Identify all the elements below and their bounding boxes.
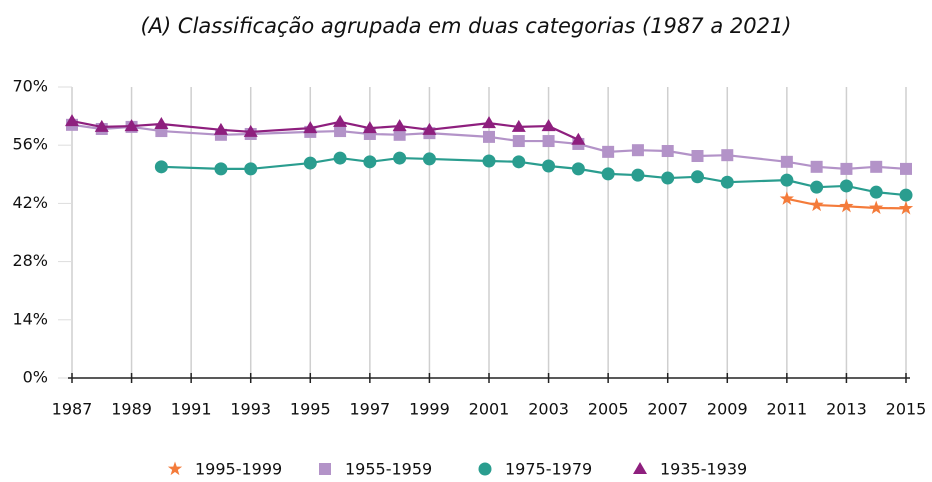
data-point xyxy=(303,156,317,170)
data-point xyxy=(482,154,496,168)
data-point xyxy=(512,135,525,148)
series-line xyxy=(161,156,907,197)
data-point xyxy=(900,162,912,175)
data-point xyxy=(779,191,794,205)
data-point xyxy=(393,151,407,165)
y-tick-label: 42% xyxy=(12,193,48,212)
data-point xyxy=(483,130,495,143)
data-point xyxy=(810,160,823,173)
data-point xyxy=(422,122,437,135)
legend-label: 1975-1979 xyxy=(505,460,592,479)
x-tick-label: 2003 xyxy=(528,400,569,419)
data-point xyxy=(422,152,436,166)
data-point xyxy=(214,162,228,176)
x-tick-label: 1989 xyxy=(111,400,152,419)
data-point xyxy=(124,119,139,132)
data-point xyxy=(839,179,853,193)
legend-marker xyxy=(319,463,331,475)
data-point xyxy=(721,149,734,162)
data-point xyxy=(780,173,794,187)
legend-item: 1955-1959 xyxy=(319,460,432,479)
x-tick-label: 2015 xyxy=(886,400,927,419)
data-point xyxy=(65,114,79,127)
x-tick-label: 1995 xyxy=(290,400,331,419)
data-point xyxy=(392,119,407,132)
x-tick-label: 1987 xyxy=(52,400,93,419)
data-point xyxy=(333,151,347,165)
data-point xyxy=(870,160,883,173)
x-tick-label: 2001 xyxy=(469,400,510,419)
x-tick-label: 2009 xyxy=(707,400,748,419)
data-point xyxy=(244,162,258,176)
legend-label: 1955-1959 xyxy=(345,460,432,479)
data-point xyxy=(869,200,884,215)
data-point xyxy=(363,127,376,140)
data-point xyxy=(303,121,318,134)
data-point xyxy=(154,160,168,174)
data-point xyxy=(541,119,556,132)
x-tick-label: 2013 xyxy=(826,400,867,419)
data-point xyxy=(571,162,585,176)
data-point xyxy=(511,119,526,132)
legend-label: 1995-1999 xyxy=(195,460,282,479)
data-point xyxy=(631,168,645,182)
data-point xyxy=(542,135,555,148)
data-point xyxy=(154,116,169,129)
data-point xyxy=(898,200,914,215)
data-point xyxy=(809,197,824,212)
y-tick-label: 56% xyxy=(12,135,48,154)
data-point xyxy=(243,124,258,137)
data-point xyxy=(601,167,615,181)
data-point xyxy=(213,122,228,135)
data-point xyxy=(869,185,883,199)
data-point xyxy=(661,171,675,185)
data-point xyxy=(691,150,704,163)
x-tick-label: 2007 xyxy=(647,400,688,419)
x-tick-label: 1993 xyxy=(230,400,271,419)
legend-label: 1935-1939 xyxy=(660,460,747,479)
x-tick-label: 2011 xyxy=(766,400,807,419)
y-tick-label: 0% xyxy=(23,368,48,387)
data-point xyxy=(482,116,496,129)
data-point xyxy=(362,121,377,134)
data-point xyxy=(512,155,526,169)
data-point xyxy=(720,175,734,189)
y-tick-label: 14% xyxy=(12,309,48,328)
data-point xyxy=(155,125,168,138)
data-point xyxy=(333,114,348,127)
data-point xyxy=(840,162,853,175)
data-point xyxy=(334,125,347,138)
data-point xyxy=(661,145,674,158)
y-tick-label: 28% xyxy=(12,251,48,270)
data-point xyxy=(363,155,377,169)
data-point xyxy=(393,128,406,141)
legend-marker xyxy=(633,462,647,474)
legend-marker xyxy=(478,462,492,476)
data-point xyxy=(542,159,556,173)
data-point xyxy=(691,170,704,184)
y-tick-label: 70% xyxy=(12,77,48,96)
legend-item: 1935-1939 xyxy=(633,460,747,479)
legend-item: 1975-1979 xyxy=(478,460,592,479)
x-tick-label: 1999 xyxy=(409,400,450,419)
x-tick-label: 2005 xyxy=(588,400,629,419)
x-tick-label: 1991 xyxy=(171,400,212,419)
chart-title: (A) Classificação agrupada em duas categ… xyxy=(140,14,791,38)
data-point xyxy=(602,145,615,158)
data-point xyxy=(899,188,913,202)
data-point xyxy=(631,144,644,157)
data-point xyxy=(810,180,824,194)
data-point xyxy=(94,119,109,132)
legend-marker xyxy=(167,461,183,476)
data-point xyxy=(571,132,586,145)
x-tick-label: 1997 xyxy=(349,400,390,419)
data-point xyxy=(780,155,793,168)
data-point xyxy=(839,198,854,213)
legend-item: 1995-1999 xyxy=(167,460,282,479)
